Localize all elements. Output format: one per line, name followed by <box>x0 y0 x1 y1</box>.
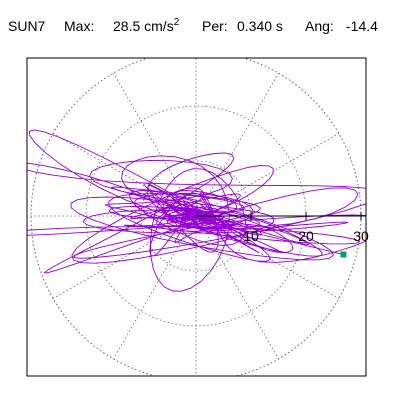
radial-tick-label-20: 20 <box>298 228 314 244</box>
max-value-number: 28.5 cm/s <box>113 18 174 34</box>
grid-spoke-30 <box>195 133 340 217</box>
grid-spoke-300 <box>195 215 279 360</box>
max-unit-exponent: 2 <box>173 17 180 28</box>
grid-spoke-330 <box>195 215 340 299</box>
angle-label: Ang: <box>305 18 334 34</box>
grid-spoke-210 <box>52 215 197 299</box>
station-name: SUN7 <box>8 18 46 34</box>
end-marker <box>340 251 347 258</box>
radial-tick-label-30: 30 <box>353 228 369 244</box>
plot-frame <box>26 57 367 377</box>
grid-spoke-150 <box>52 133 197 217</box>
radial-tick-label-10: 10 <box>243 228 259 244</box>
angle-value: -14.4 <box>346 18 378 34</box>
radial-axis: 10 20 30 <box>196 212 369 258</box>
orbit-trace <box>27 129 366 292</box>
max-label: Max: <box>64 18 95 34</box>
chart-header: SUN7 Max: 28.5 cm/s2 Per: 0.340 s Ang: -… <box>0 0 400 40</box>
period-value: 0.340 s <box>237 18 283 34</box>
max-value: 28.5 cm/s2 <box>113 17 180 35</box>
grid-spoke-60 <box>195 72 279 217</box>
period-label: Per: <box>202 18 228 34</box>
orbit-path <box>27 129 366 292</box>
